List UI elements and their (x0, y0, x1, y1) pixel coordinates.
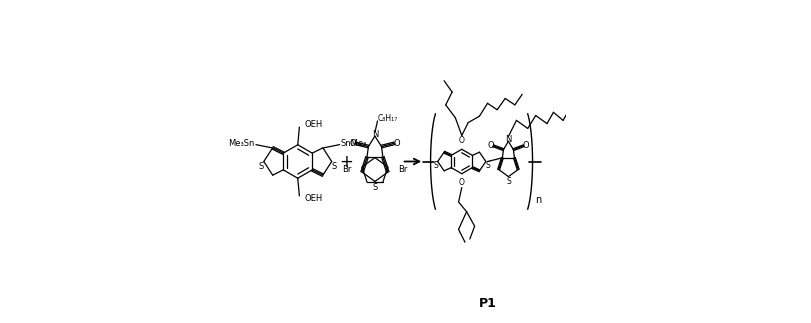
Text: Br: Br (398, 165, 407, 174)
Text: O: O (487, 141, 494, 150)
Text: S: S (434, 161, 439, 170)
Text: OEH: OEH (304, 194, 323, 203)
Text: P1: P1 (478, 297, 496, 309)
Text: N: N (505, 135, 512, 144)
Text: S: S (372, 183, 378, 192)
Text: S: S (485, 161, 490, 170)
Text: O: O (350, 139, 356, 148)
Text: SnMe₃: SnMe₃ (341, 139, 367, 148)
Text: O: O (459, 178, 465, 187)
Text: C₈H₁₇: C₈H₁₇ (377, 114, 397, 123)
Text: OEH: OEH (304, 120, 323, 129)
Text: S: S (332, 162, 337, 171)
Text: O: O (459, 136, 465, 145)
Text: n: n (535, 195, 542, 205)
Text: S: S (506, 177, 511, 186)
Text: Me₃Sn: Me₃Sn (229, 139, 255, 148)
Text: Br: Br (342, 165, 352, 174)
Text: O: O (393, 139, 401, 148)
Text: S: S (259, 162, 264, 171)
Text: +: + (339, 152, 353, 171)
Text: O: O (522, 141, 530, 150)
Text: N: N (371, 130, 378, 139)
